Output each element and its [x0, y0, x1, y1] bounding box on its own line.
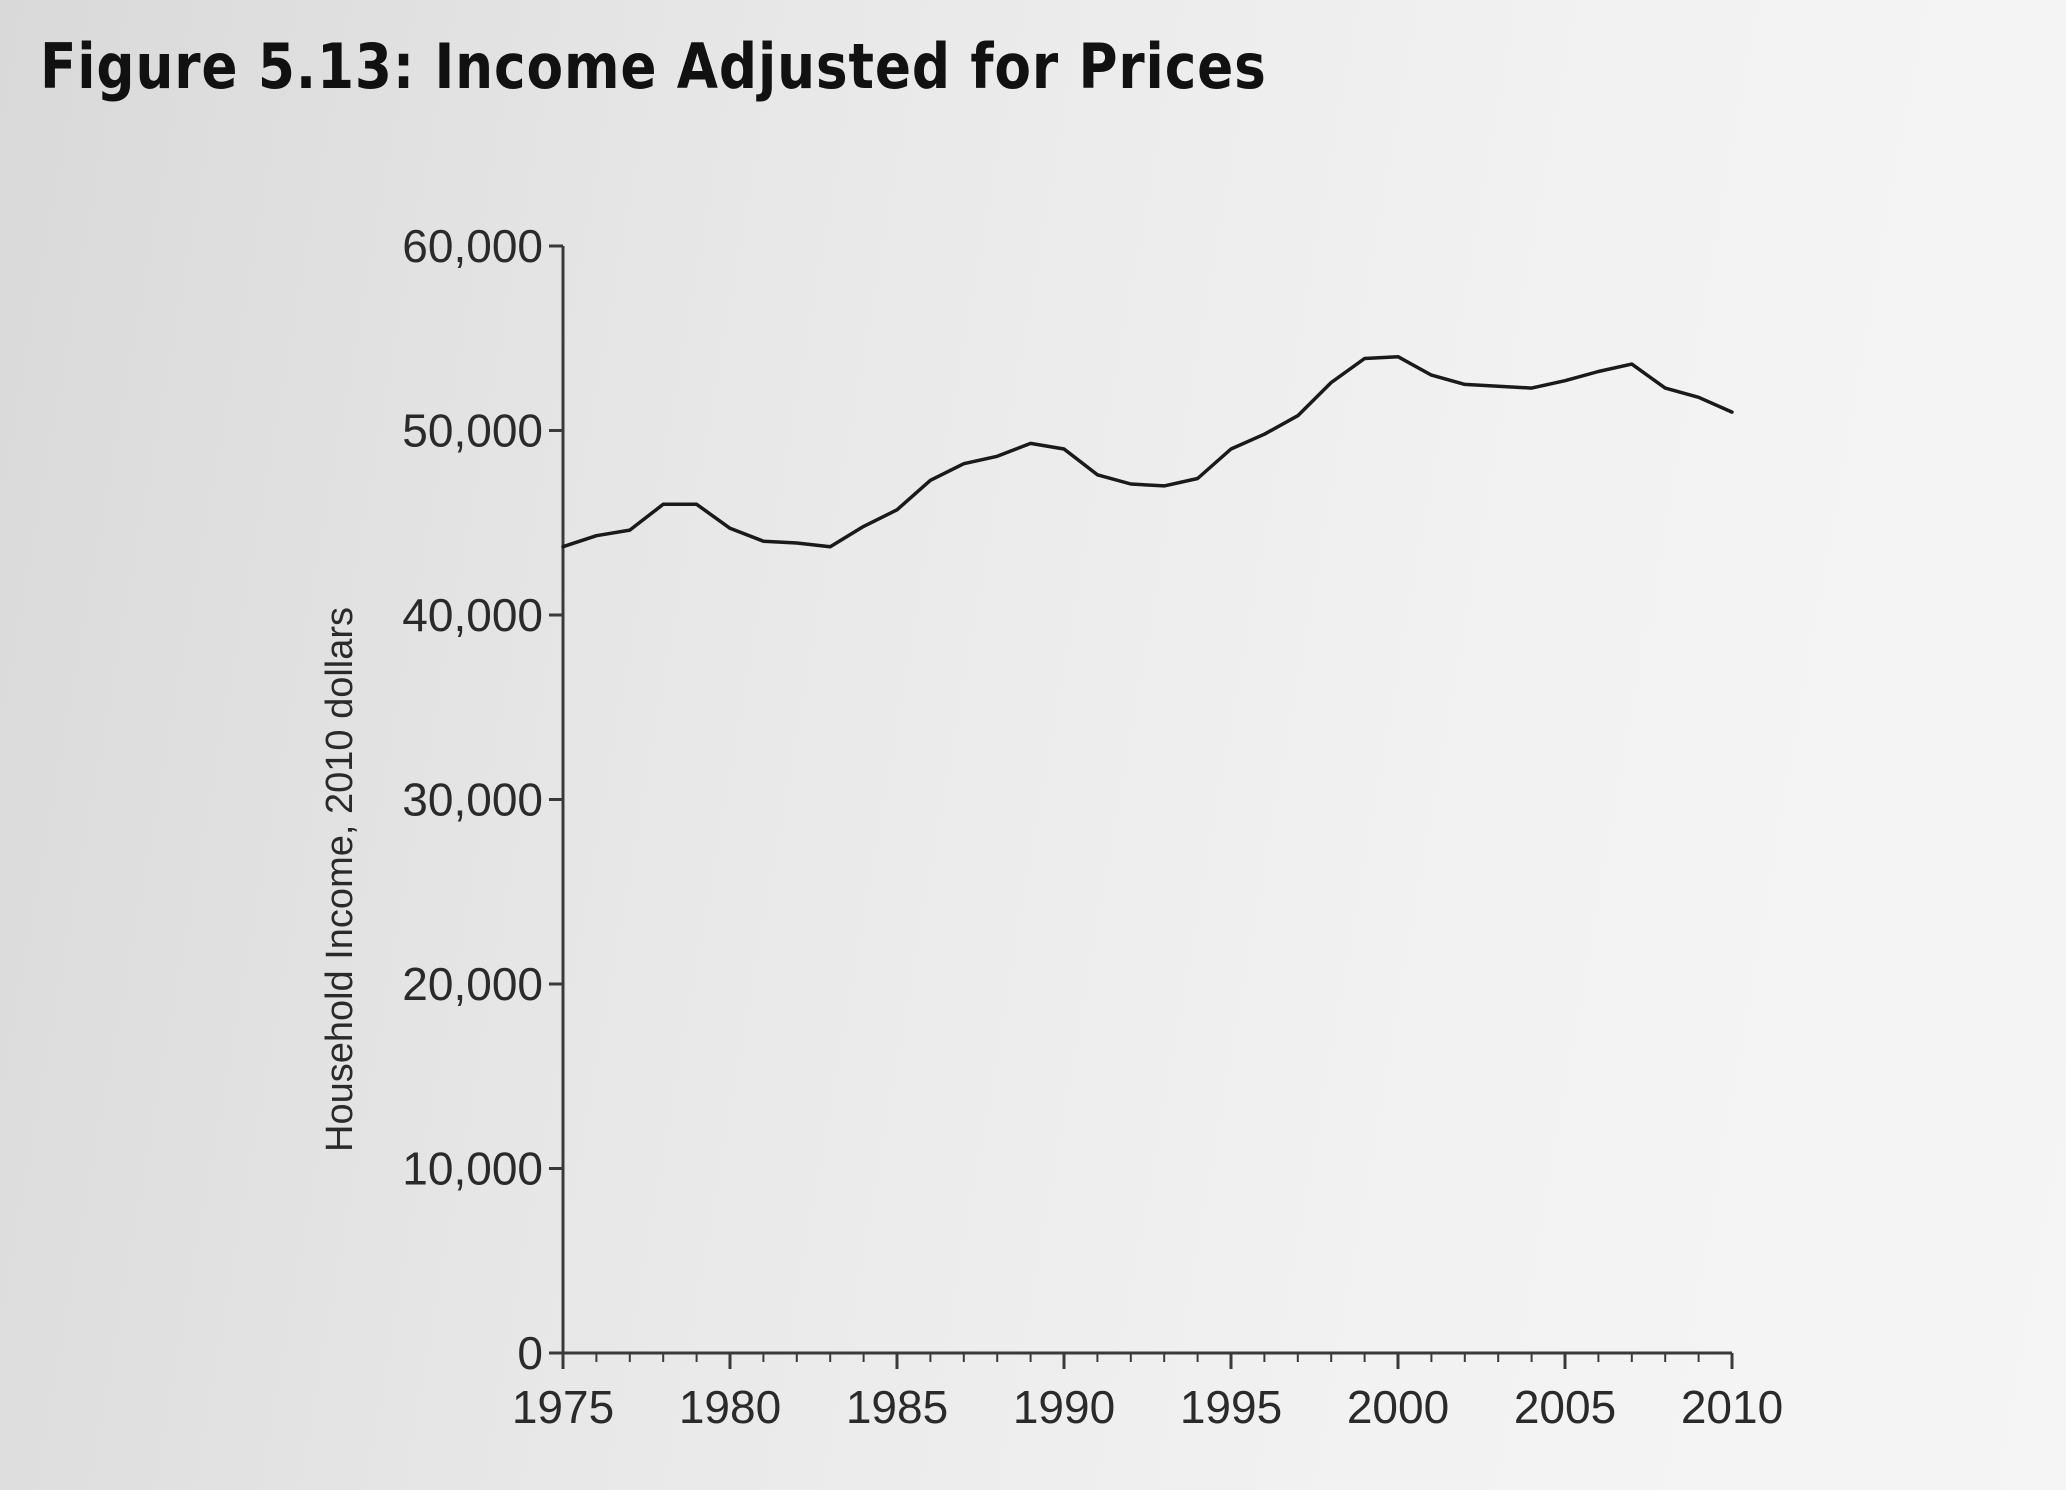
data-point — [1497, 385, 1500, 388]
data-point — [695, 503, 698, 506]
data-point — [1196, 477, 1199, 480]
figure-title: Figure 5.13: Income Adjusted for Prices — [40, 30, 1267, 103]
data-point — [1664, 387, 1667, 390]
x-ticks: 1975 1980 1985 1990 1995 2000 2005 2010 — [512, 1353, 1783, 1433]
y-ticks: 0 10,000 20,000 30,000 40,000 50,000 60,000 — [402, 220, 563, 1379]
y-tick-label: 50,000 — [402, 405, 543, 457]
axes — [561, 246, 1732, 1357]
data-point — [1363, 357, 1366, 360]
data-point — [862, 525, 865, 528]
data-point — [1129, 483, 1132, 486]
x-tick-label: 2005 — [1514, 1381, 1616, 1433]
data-point — [1096, 473, 1099, 476]
y-tick-label: 0 — [517, 1327, 543, 1379]
data-point — [896, 508, 899, 511]
data-point — [1463, 383, 1466, 386]
y-tick-label: 60,000 — [402, 220, 543, 272]
x-tick-label: 1990 — [1013, 1381, 1115, 1433]
y-tick-label: 30,000 — [402, 774, 543, 826]
x-tick-label: 2010 — [1681, 1381, 1783, 1433]
data-point — [1697, 396, 1700, 399]
x-tick-label: 1980 — [679, 1381, 781, 1433]
data-point — [1430, 374, 1433, 377]
x-tick-label: 2000 — [1347, 1381, 1449, 1433]
data-point — [962, 462, 965, 465]
data-point — [1230, 447, 1233, 450]
y-tick-label: 20,000 — [402, 958, 543, 1010]
data-point — [729, 527, 732, 530]
data-point — [1063, 447, 1066, 450]
x-tick-label: 1975 — [512, 1381, 614, 1433]
y-axis-title: Household Income, 2010 dollars — [319, 607, 361, 1152]
data-point — [595, 534, 598, 537]
data-point — [1397, 355, 1400, 358]
data-point — [1731, 411, 1734, 414]
y-tick-label: 40,000 — [402, 589, 543, 641]
data-point — [996, 455, 999, 458]
data-point — [1564, 379, 1567, 382]
data-point — [1296, 414, 1299, 417]
data-point — [829, 545, 832, 548]
series — [561, 354, 1734, 549]
data-point — [1630, 363, 1633, 366]
y-tick-label: 10,000 — [402, 1143, 543, 1195]
data-point — [929, 479, 932, 482]
data-point — [1597, 370, 1600, 373]
data-point — [1263, 433, 1266, 436]
data-point — [1530, 387, 1533, 390]
data-point — [795, 542, 798, 545]
data-point — [762, 540, 765, 543]
series-line — [561, 354, 1734, 549]
data-point — [1163, 484, 1166, 487]
data-point — [1029, 442, 1032, 445]
data-point — [662, 503, 665, 506]
data-point — [628, 529, 631, 532]
x-tick-label: 1995 — [1180, 1381, 1282, 1433]
data-point — [562, 545, 565, 548]
x-tick-label: 1985 — [846, 1381, 948, 1433]
data-point — [1330, 381, 1333, 384]
y-axis-title-group: Household Income, 2010 dollars — [319, 607, 361, 1152]
